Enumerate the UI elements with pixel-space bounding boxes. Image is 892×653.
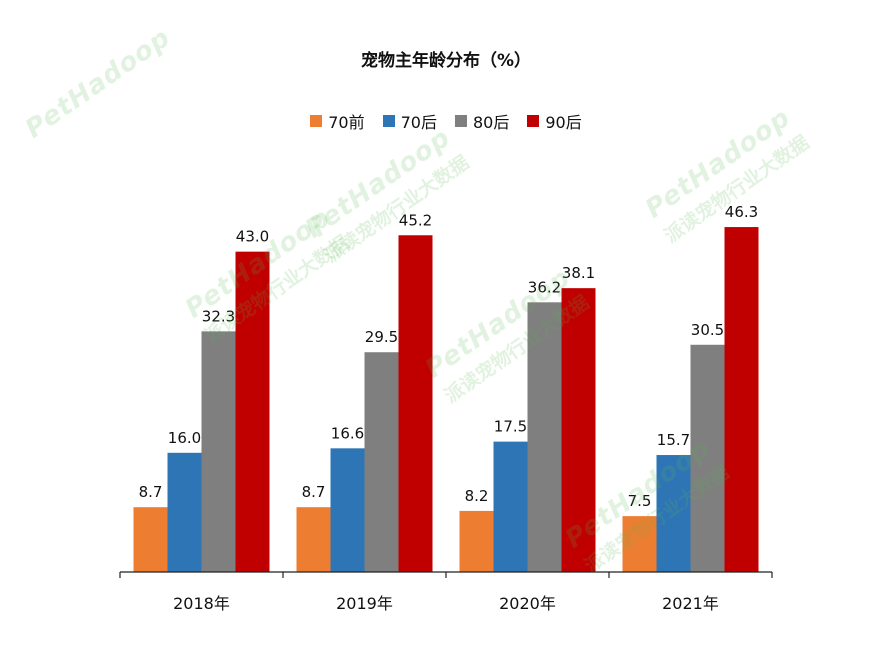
bar-2018年-70后 [167,452,202,572]
value-label-2021年-80后: 30.5 [691,321,724,339]
chart-title: 宠物主年龄分布（%） [360,51,532,71]
bar-2019年-70前 [296,507,331,572]
bars-group [133,227,759,572]
legend-swatch-90hou [527,115,540,127]
value-label-2019年-70前: 8.7 [302,483,326,501]
value-label-2018年-90后: 43.0 [236,228,269,246]
bar-2020年-70后 [493,441,528,572]
value-label-2020年-90后: 38.1 [562,264,595,282]
legend-label-70hou: 70后 [400,113,437,132]
value-label-2021年-90后: 46.3 [725,203,758,221]
x-axis [119,571,773,578]
category-label-2020年: 2020年 [499,594,556,613]
legend-label-70qian: 70前 [328,113,365,132]
legend-item-80hou: 80后 [455,109,509,133]
category-label-2021年: 2021年 [662,594,719,613]
legend-label-80hou: 80后 [473,113,510,132]
value-label-2018年-70前: 8.7 [139,483,163,501]
value-label-2019年-80后: 29.5 [365,328,398,346]
value-label-2020年-70前: 8.2 [465,487,489,505]
value-label-2018年-80后: 32.3 [202,307,235,325]
bar-2021年-80后 [690,344,725,572]
bar-2021年-90后 [724,227,759,572]
legend-item-70hou: 70后 [382,109,437,133]
bar-2018年-90后 [235,251,270,572]
chart-legend: 70前 70后 80后 90后 [0,109,892,133]
bar-2019年-70后 [330,448,365,572]
bar-2019年-90后 [398,235,433,572]
value-labels-group: 8.7 16.0 32.3 43.0 8.7 16.6 29.5 45.2 8.2 17.5 36.… [139,203,759,510]
category-label-2019年: 2019年 [336,594,393,613]
value-label-2020年-80后: 36.2 [528,278,561,296]
legend-swatch-70hou [382,115,395,127]
legend-item-70qian: 70前 [310,109,365,133]
bar-2020年-70前 [459,510,494,572]
value-label-2018年-70后: 16.0 [168,429,201,447]
bar-2018年-70前 [133,507,168,572]
value-label-2020年-70后: 17.5 [494,418,527,436]
legend-swatch-80hou [455,115,467,127]
value-label-2019年-70后: 16.6 [331,424,364,442]
bar-2019年-80后 [364,352,399,572]
bar-2021年-70前 [622,516,657,572]
value-label-2019年-90后: 45.2 [399,211,432,229]
bar-2021年-70后 [656,455,691,572]
legend-label-90hou: 90后 [545,113,582,132]
bar-2020年-80后 [527,302,562,572]
legend-item-90hou: 90后 [527,109,582,133]
value-label-2021年-70前: 7.5 [628,492,652,510]
legend-swatch-70qian [310,115,323,127]
value-label-2021年-70后: 15.7 [657,431,690,449]
category-label-2018年: 2018年 [173,594,230,613]
bar-2018年-80后 [201,331,236,572]
bar-2020年-90后 [561,288,596,572]
category-labels-group: 2018年 2019年 2020年 2021年 [173,594,719,613]
